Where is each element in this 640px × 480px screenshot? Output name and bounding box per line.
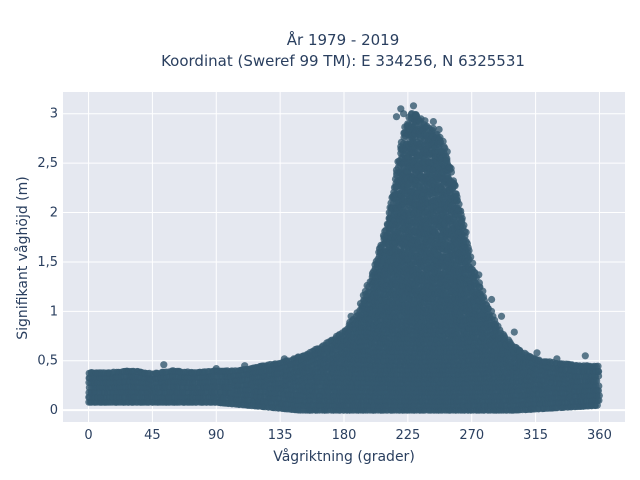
data-point <box>467 253 475 261</box>
data-point <box>439 137 447 145</box>
data-point <box>453 193 461 201</box>
data-point <box>469 259 477 267</box>
data-point <box>464 244 472 252</box>
chart-title-line-2: Koordinat (Sweref 99 TM): E 334256, N 63… <box>161 52 525 70</box>
data-point <box>429 124 437 132</box>
data-point <box>447 164 455 172</box>
data-point <box>443 157 451 165</box>
chart-title-line-1: År 1979 - 2019 <box>287 30 400 49</box>
data-points <box>85 102 603 414</box>
data-point <box>455 200 463 208</box>
data-point <box>462 237 470 246</box>
